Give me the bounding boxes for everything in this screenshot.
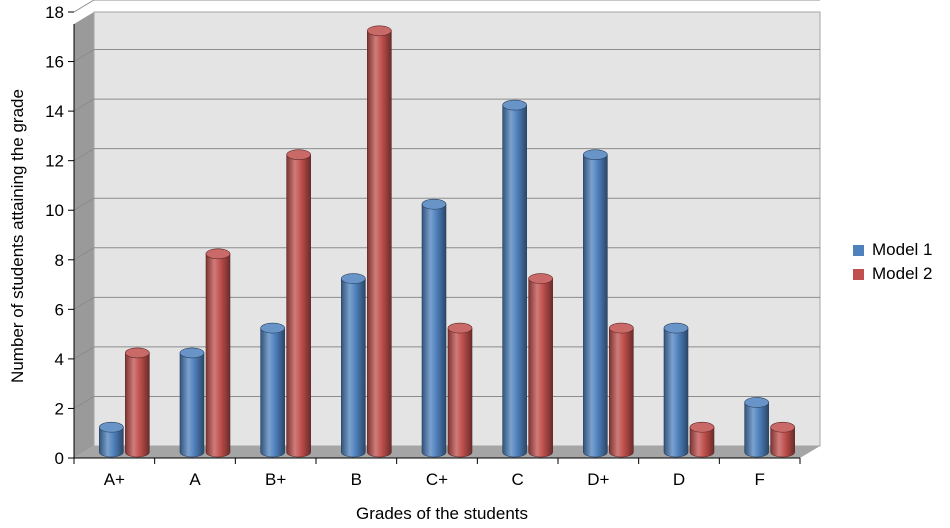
legend-swatch (853, 244, 864, 256)
bar-1-F (744, 397, 769, 458)
x-axis: A+ A B+ B C+ C D+ D F (73, 457, 801, 489)
x-tick-label: B+ (265, 470, 286, 489)
bar-2-F (770, 421, 795, 458)
bar-1-A+ (99, 421, 124, 458)
bar-2-B (367, 25, 392, 458)
y-tick-label: 0 (55, 449, 64, 468)
bar-1-C+ (421, 198, 447, 458)
bars (99, 25, 795, 458)
gridline (73, 197, 95, 211)
chart-side-wall (74, 12, 94, 458)
bar-1-D+ (583, 149, 608, 458)
bar-1-B+ (260, 322, 285, 458)
y-tick-label: 2 (55, 399, 64, 418)
y-tick-label: 4 (55, 350, 64, 369)
bar-2-A (205, 248, 231, 458)
x-tick-label: A (189, 470, 201, 489)
x-tick-label: D+ (587, 470, 609, 489)
gridline (73, 98, 95, 112)
y-tick-label: 14 (45, 102, 64, 121)
x-tick-label: A+ (104, 470, 125, 489)
x-tick-label: F (754, 470, 764, 489)
y-tick-label: 6 (55, 300, 64, 319)
gridline (73, 0, 95, 13)
gridline (73, 49, 95, 62)
y-tick-label: 16 (45, 53, 64, 72)
gridline (73, 148, 95, 162)
y-tick-label: 8 (55, 251, 64, 270)
y-tick-label: 18 (45, 3, 64, 22)
gridline (73, 346, 95, 360)
y-axis: 0 2 4 6 8 10 12 14 16 18 (45, 3, 75, 468)
legend-item-series-2: Model 2 (853, 262, 932, 286)
gridline (73, 296, 95, 310)
bar-1-D (663, 322, 689, 458)
x-tick-label: B (351, 470, 362, 489)
y-tick-label: 12 (45, 152, 64, 171)
gridline (73, 396, 95, 409)
bar-2-A+ (125, 347, 150, 458)
bar-1-C (502, 99, 527, 458)
x-tick-label: D (673, 470, 685, 489)
bar-1-A (179, 347, 205, 458)
legend-label: Model 1 (872, 240, 933, 259)
bar-2-D+ (609, 322, 634, 458)
gridline (73, 247, 95, 261)
bar-2-D (689, 421, 715, 458)
legend-item-series-1: Model 1 (853, 238, 932, 262)
bar-1-B (341, 273, 366, 458)
y-axis-label: Number of students attaining the grade (8, 89, 27, 383)
bar-2-C (528, 273, 553, 458)
x-tick-label: C (512, 470, 524, 489)
bar-2-B+ (286, 149, 311, 458)
x-axis-label: Grades of the students (356, 504, 528, 523)
bar-2-C+ (447, 322, 473, 458)
legend: Model 1 Model 2 (853, 238, 932, 286)
legend-label: Model 2 (872, 264, 933, 283)
legend-swatch (853, 268, 864, 280)
y-tick-label: 10 (45, 201, 64, 220)
x-tick-label: C+ (426, 470, 448, 489)
